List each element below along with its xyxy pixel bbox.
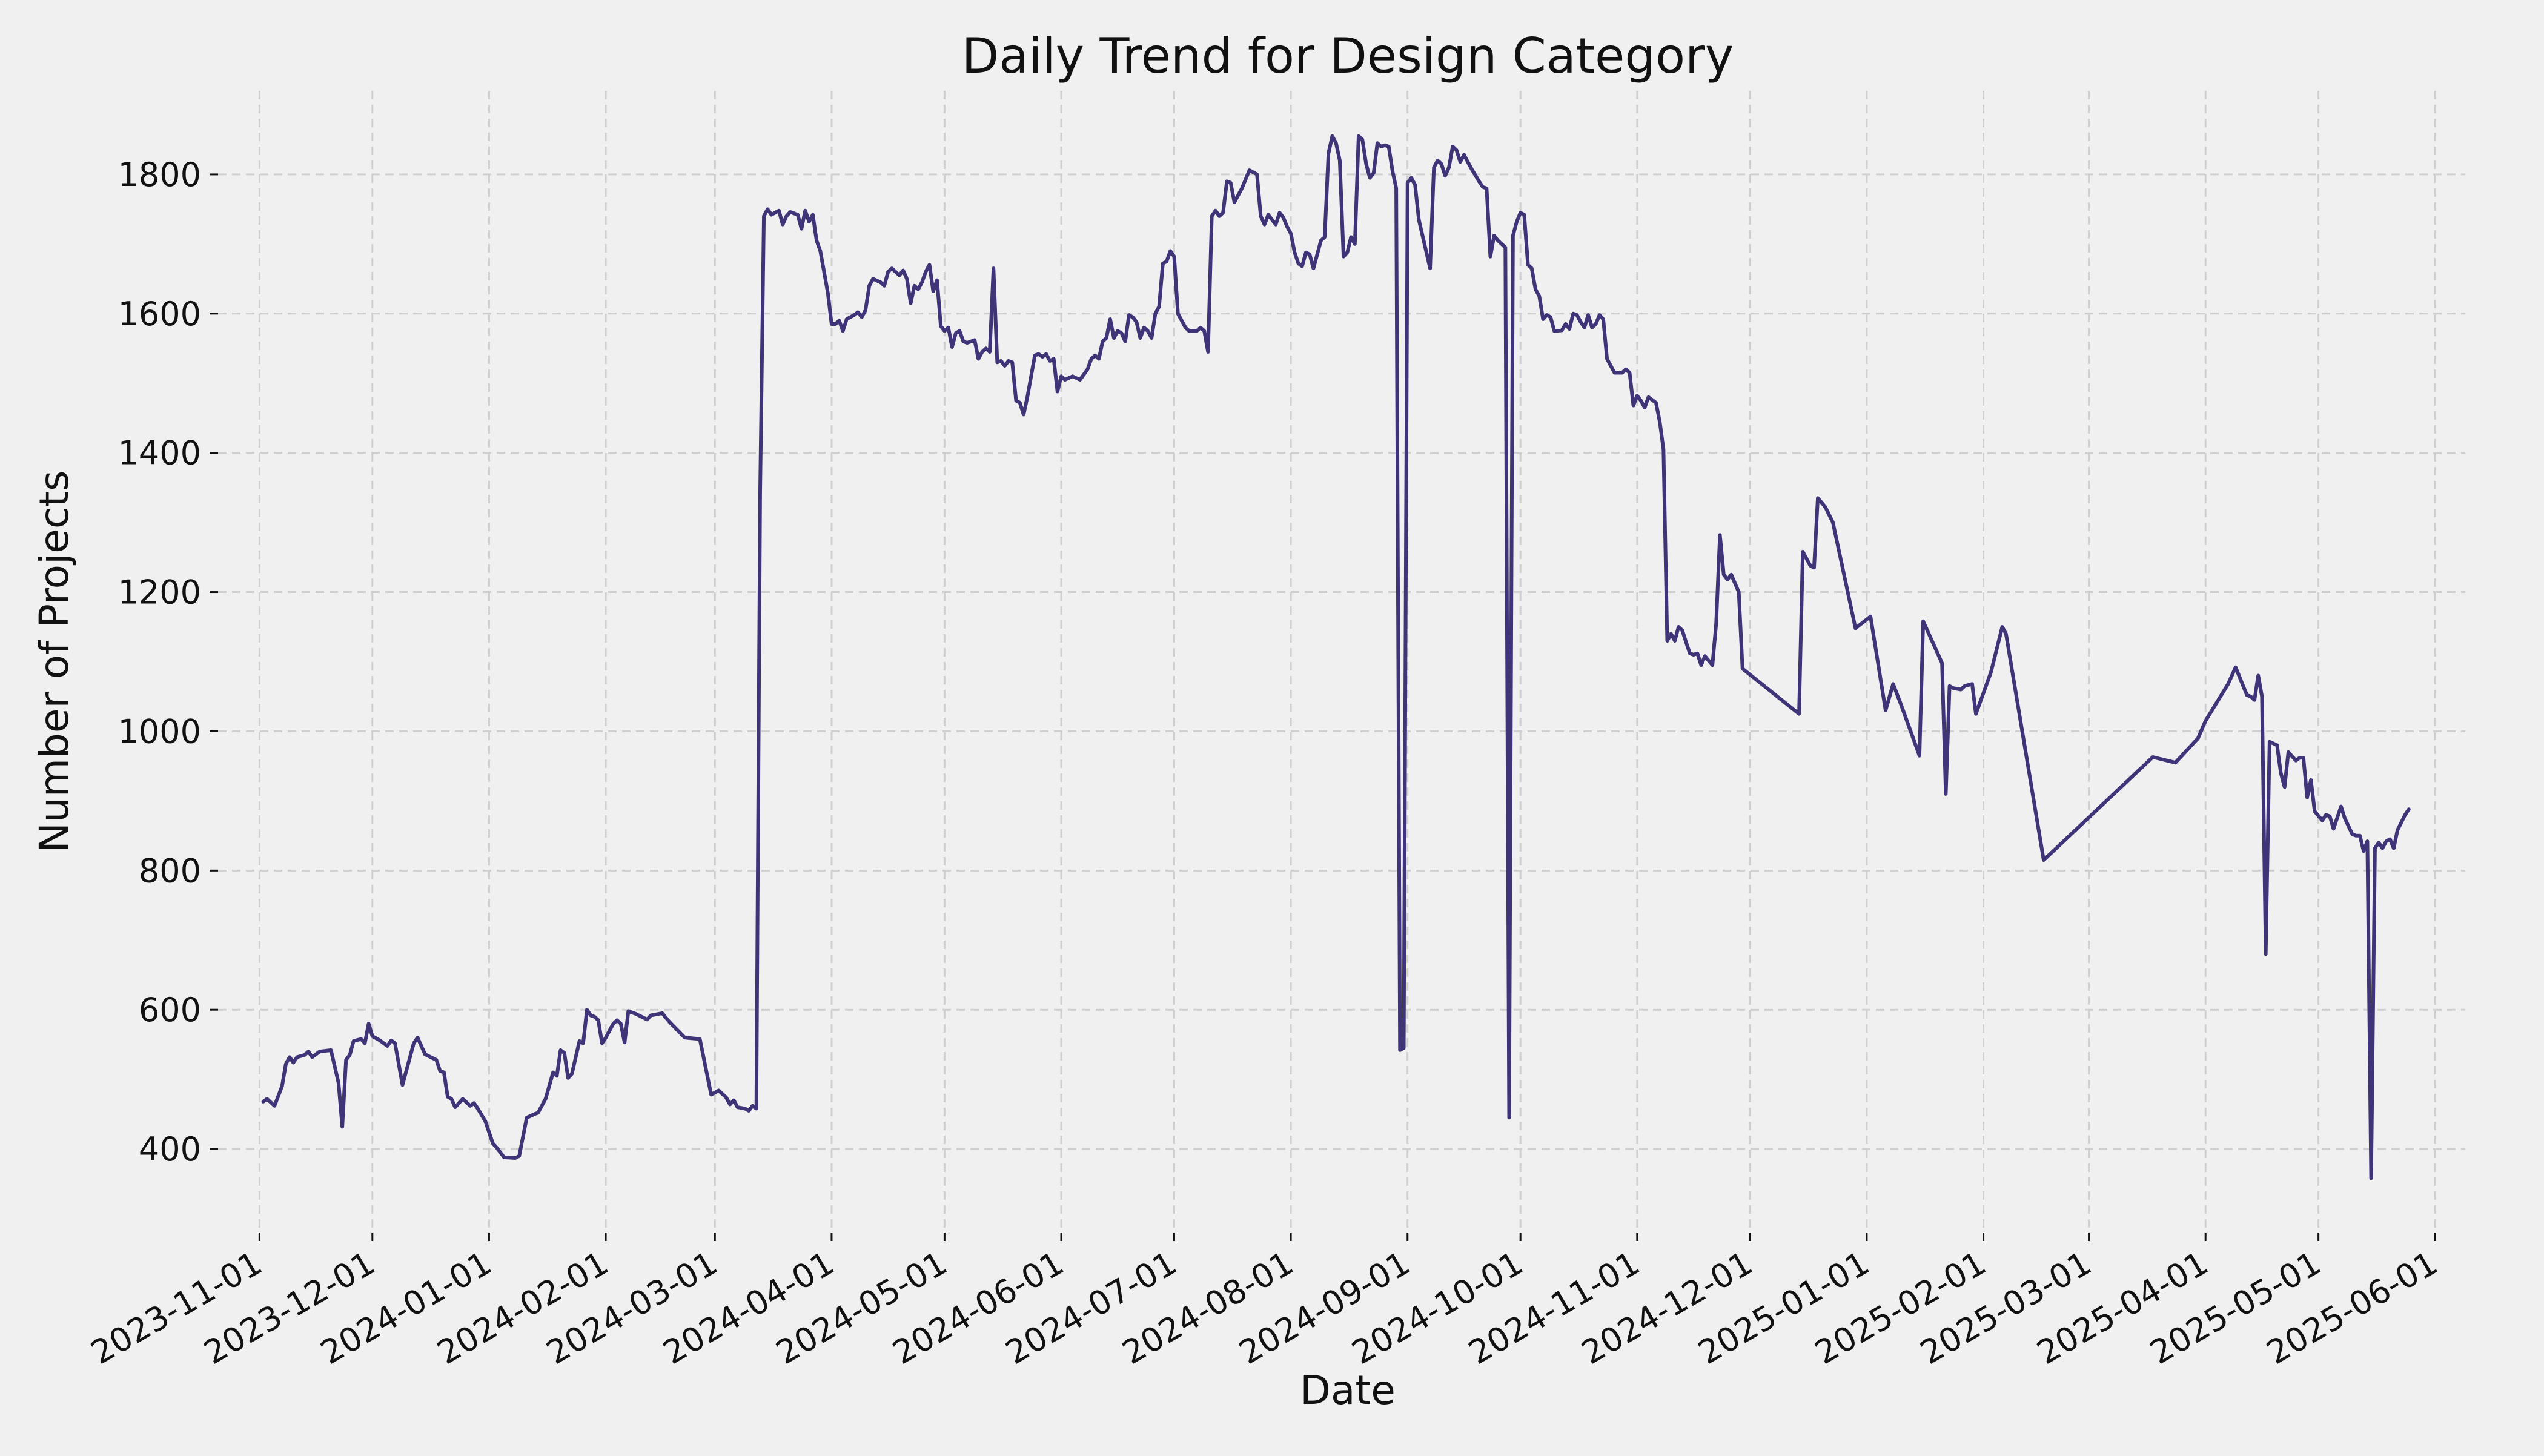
y-tick-label: 1800 <box>118 156 201 194</box>
x-axis-label: Date <box>1300 1367 1396 1414</box>
y-tick-label: 800 <box>139 852 201 890</box>
y-tick-label: 600 <box>139 991 201 1029</box>
y-tick-label: 1200 <box>118 574 201 612</box>
series-line <box>261 134 2411 1180</box>
y-tick-label: 1400 <box>118 434 201 472</box>
chart-title: Daily Trend for Design Category <box>962 28 1734 84</box>
y-tick-label: 400 <box>139 1130 201 1168</box>
y-tick-label: 1600 <box>118 295 201 333</box>
y-tick-label: 1000 <box>118 712 201 750</box>
series-lines <box>261 134 2411 1180</box>
y-axis-label: Number of Projects <box>31 471 78 853</box>
grid-lines <box>218 91 2465 1233</box>
